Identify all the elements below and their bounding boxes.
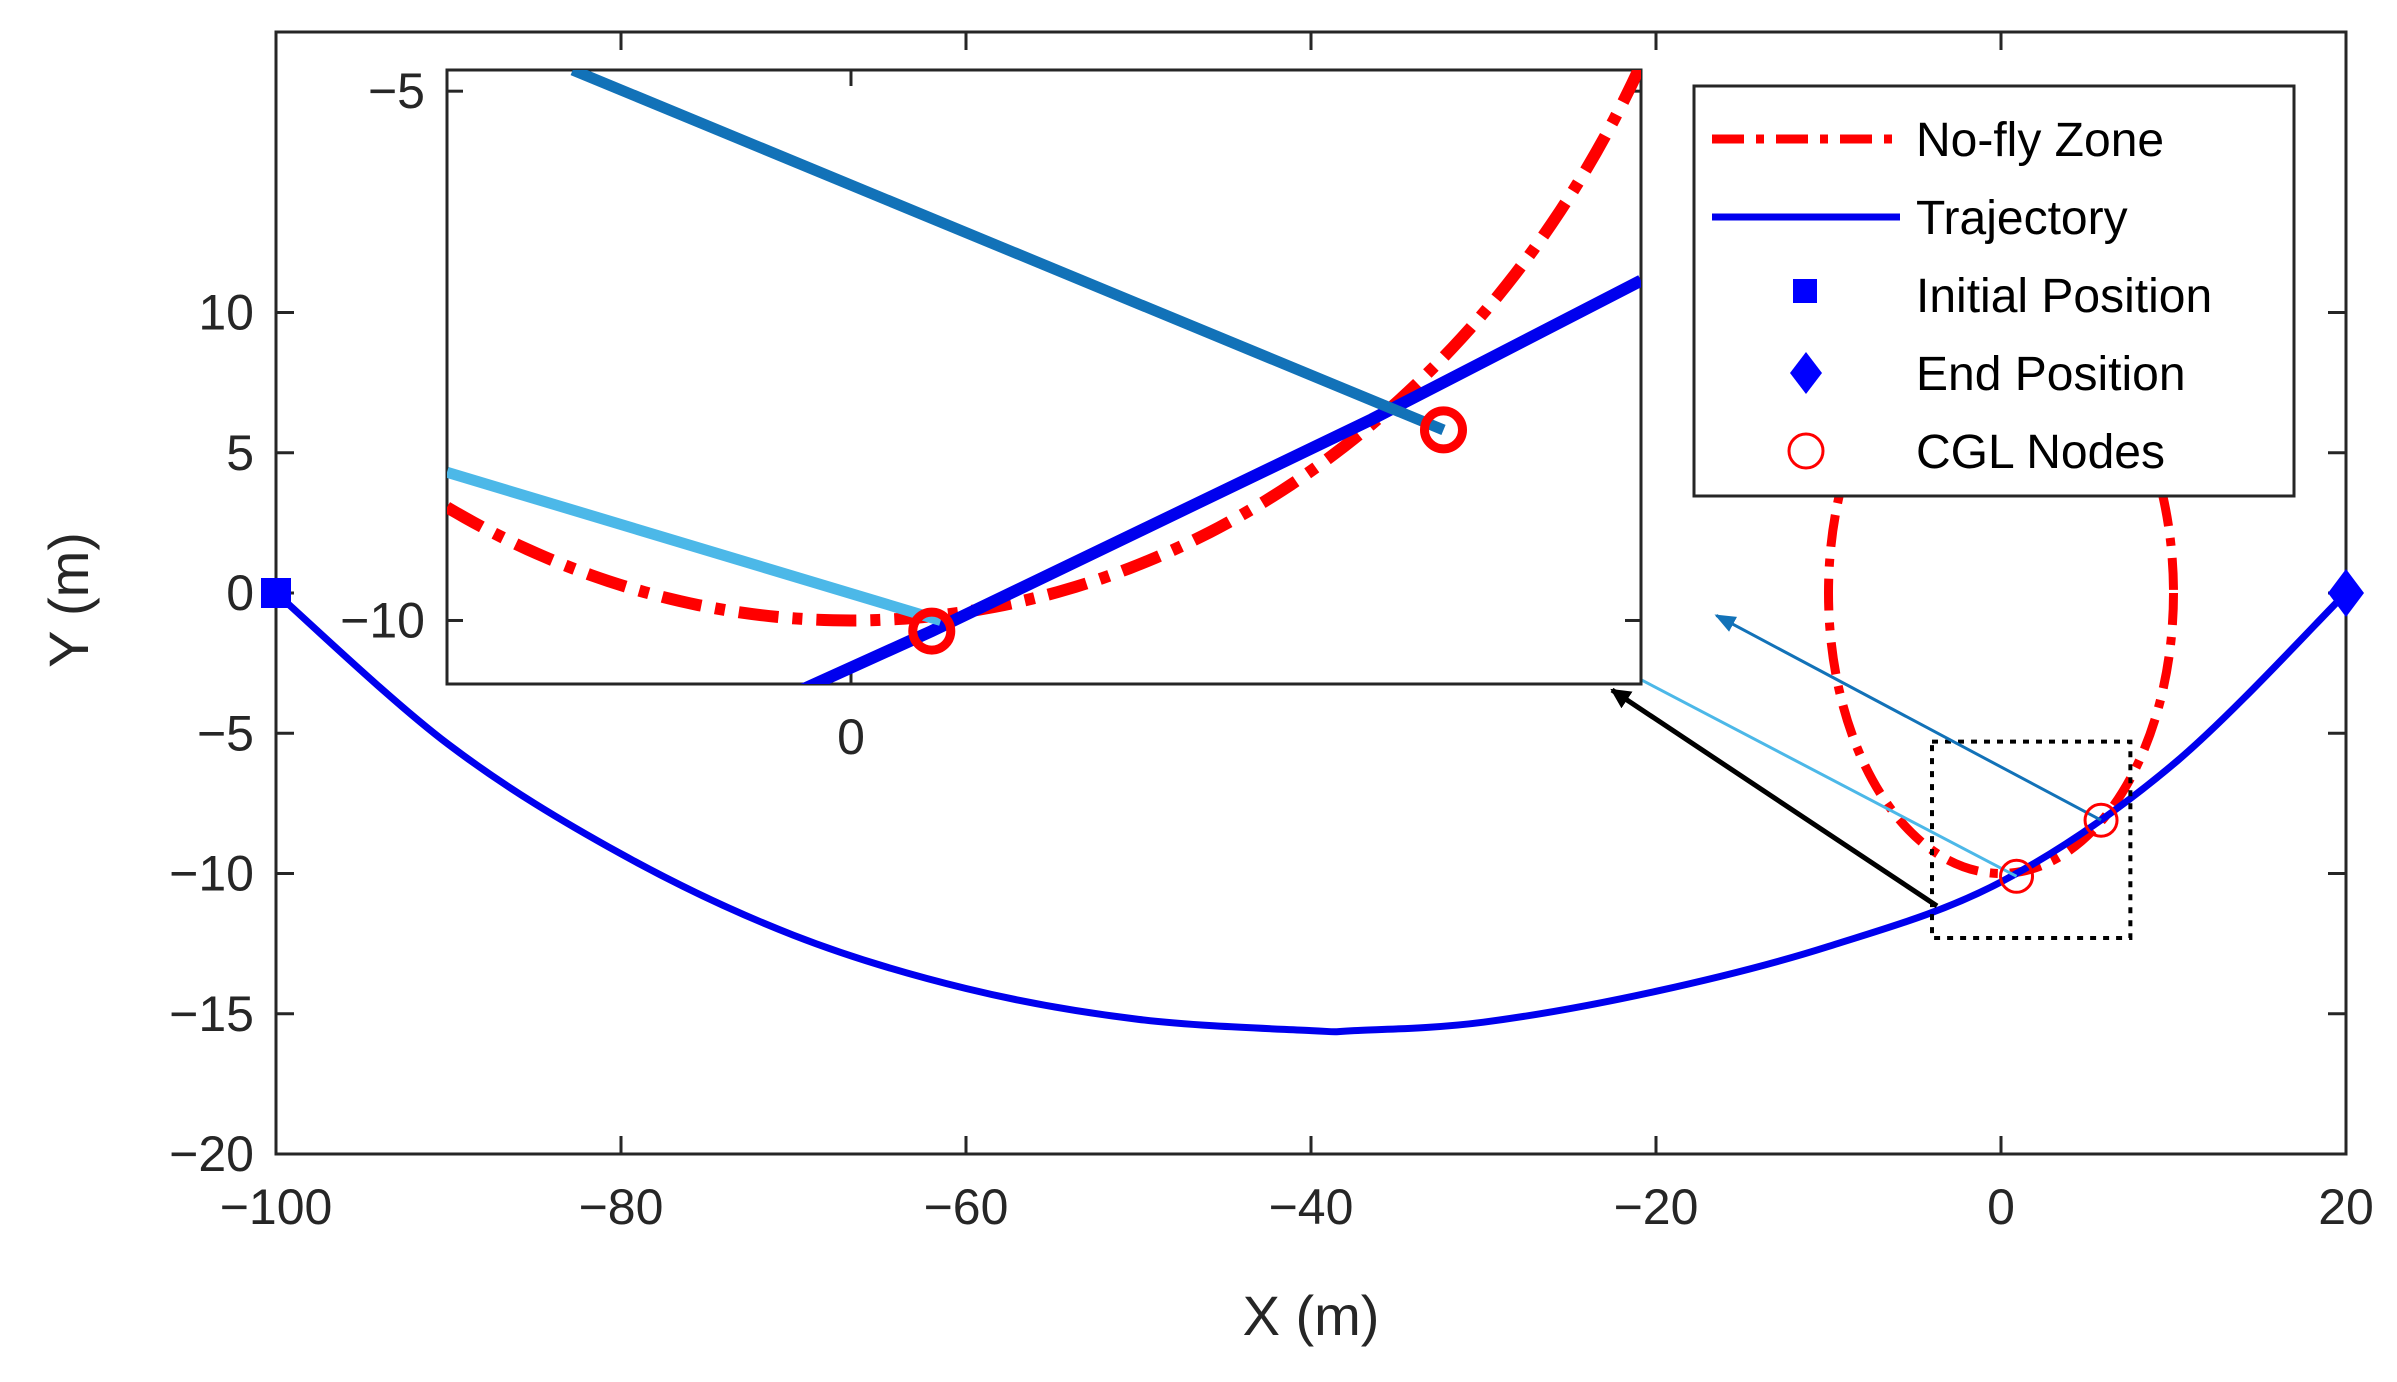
zoom-arrow (1610, 687, 1939, 909)
y-tick-label: −20 (169, 1126, 254, 1182)
end-position-marker (2328, 569, 2364, 617)
y-tick-label: 10 (198, 285, 254, 341)
legend-label-trajectory: Trajectory (1916, 192, 2128, 245)
legend-swatch-initial-position (1793, 279, 1817, 303)
x-tick-label: 20 (2318, 1179, 2374, 1235)
legend: No-fly Zone Trajectory Initial Position … (1692, 84, 2296, 498)
inset-plot-area (447, 70, 1641, 684)
inset-trajectory-line (800, 275, 1641, 684)
legend-swatch-cgl-nodes (1787, 432, 1825, 470)
inset-ticks: 0 −10 −5 (340, 63, 1641, 765)
inset-cgl-node (1419, 406, 1467, 454)
legend-label-initial-position: Initial Position (1916, 270, 2212, 323)
y-axis-label: Y (m) (37, 532, 100, 668)
cgl-node (2083, 802, 2119, 838)
inset-heading-segment-dark (570, 70, 1446, 436)
inset-x-tick-label: 0 (837, 709, 865, 765)
legend-label-no-fly-zone: No-fly Zone (1916, 114, 2164, 167)
heading-arrow-dark (1714, 614, 2102, 822)
legend-label-end-position: End Position (1916, 348, 2186, 401)
inset-y-tick-label: −10 (340, 592, 425, 648)
x-tick-label: −60 (924, 1179, 1009, 1235)
y-tick-label: −5 (197, 705, 254, 761)
inset-cgl-node (908, 607, 956, 655)
x-axis-label: X (m) (1243, 1284, 1380, 1347)
y-tick-label: −15 (169, 986, 254, 1042)
legend-label-cgl-nodes: CGL Nodes (1916, 426, 2165, 479)
inset-y-tick-label: −5 (368, 63, 425, 119)
legend-swatch-end-position (1790, 352, 1822, 394)
x-tick-label: 0 (1987, 1179, 2015, 1235)
x-tick-label: −20 (1614, 1179, 1699, 1235)
initial-position-marker (261, 578, 291, 608)
inset-no-fly-zone-arc (447, 70, 1641, 627)
cgl-node (1999, 858, 2035, 894)
inset-heading-segment-light (447, 467, 943, 626)
y-tick-label: 0 (226, 565, 254, 621)
y-tick-label: 5 (226, 425, 254, 481)
x-tick-label: −80 (579, 1179, 664, 1235)
x-tick-label: −100 (220, 1179, 333, 1235)
zoom-box (1930, 739, 2133, 941)
y-tick-label: −10 (169, 846, 254, 902)
x-tick-label: −40 (1269, 1179, 1354, 1235)
